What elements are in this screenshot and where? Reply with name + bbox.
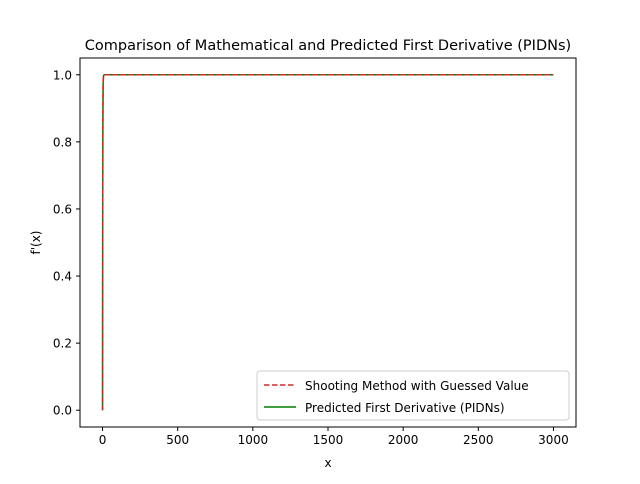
- y-tick-label: 0.6: [53, 202, 72, 216]
- x-tick-label: 1000: [238, 433, 269, 447]
- legend-box: [256, 370, 570, 421]
- plot-area: [80, 58, 576, 427]
- series-layer: [101, 74, 554, 411]
- x-tick-label: 0: [99, 433, 107, 447]
- y-tick-label: 0.2: [53, 337, 72, 351]
- x-tick-label: 2000: [388, 433, 419, 447]
- legend: Shooting Method with Guessed Value Predi…: [256, 370, 570, 421]
- y-tick-label: 0.0: [53, 404, 72, 418]
- x-tick-label: 2500: [463, 433, 494, 447]
- y-tick-label: 1.0: [53, 68, 72, 82]
- series-line-shooting-method: [101, 74, 554, 411]
- x-tick-label: 1500: [313, 433, 344, 447]
- y-axis-label: f'(x): [29, 231, 43, 255]
- y-tick-label: 0.8: [53, 135, 72, 149]
- legend-label-predicted-derivative: Predicted First Derivative (PIDNs): [305, 401, 505, 415]
- chart-title: Comparison of Mathematical and Predicted…: [85, 38, 571, 54]
- x-tick-label: 500: [166, 433, 189, 447]
- x-axis-label: x: [324, 456, 331, 470]
- y-tick-label: 0.4: [53, 270, 72, 284]
- legend-label-shooting-method: Shooting Method with Guessed Value: [305, 379, 529, 393]
- y-axis-ticks: 0.0 0.2 0.4 0.6 0.8 1.0: [53, 68, 80, 418]
- x-axis-ticks: 0 500 1000 1500 2000 2500 3000: [99, 427, 569, 447]
- x-tick-label: 3000: [538, 433, 569, 447]
